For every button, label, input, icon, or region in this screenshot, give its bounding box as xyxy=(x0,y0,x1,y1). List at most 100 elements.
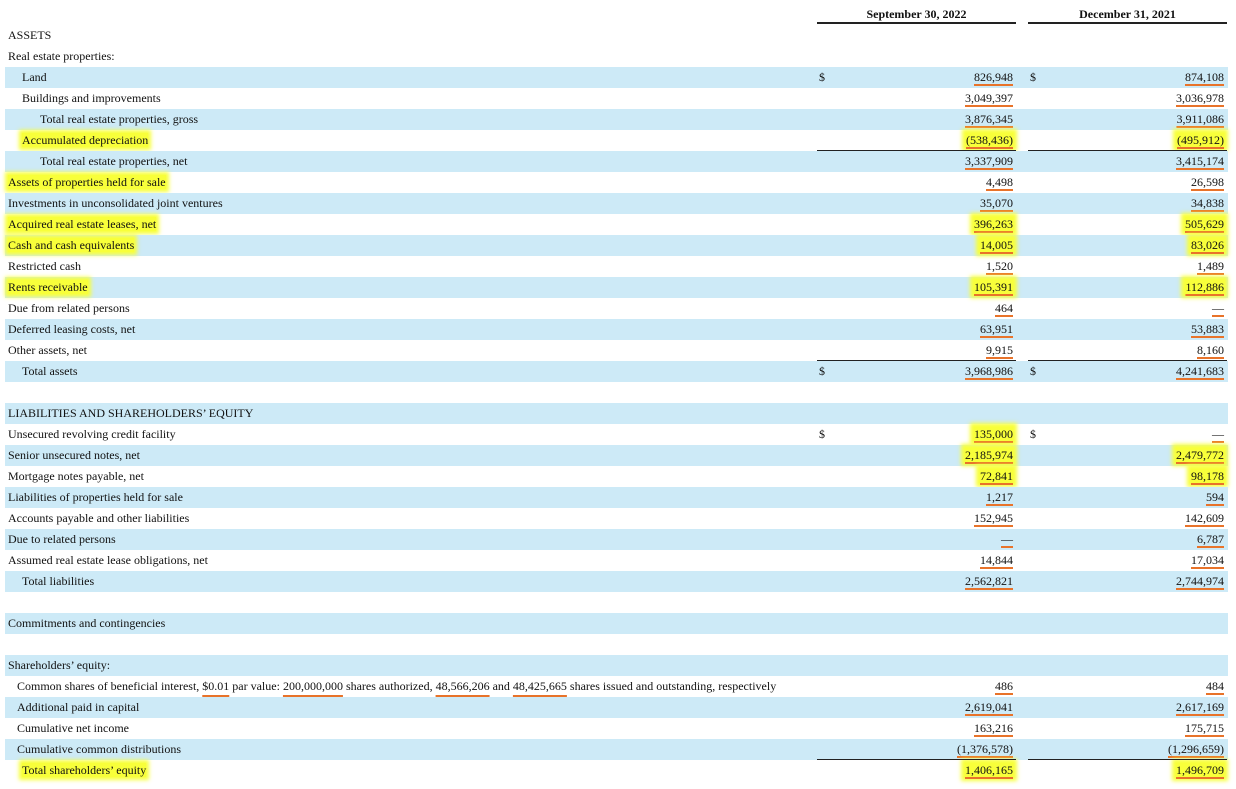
amount-text: 163,216 xyxy=(974,721,1013,735)
label-part: shares issued and outstanding, respectiv… xyxy=(566,679,777,693)
row-label: Acquired real estate leases, net xyxy=(8,214,157,235)
total-rule xyxy=(1028,150,1227,151)
row-label: Restricted cash xyxy=(8,256,81,277)
label-text: Land xyxy=(22,70,47,84)
amount-text: 98,178 xyxy=(1191,469,1224,483)
row-label: Due from related persons xyxy=(8,298,130,319)
amount-text: 486 xyxy=(995,679,1013,693)
row-label: Accumulated depreciation xyxy=(22,130,149,151)
label-text: Due from related persons xyxy=(8,301,130,315)
amount-text: 34,838 xyxy=(1191,196,1224,210)
amount: 35,070 xyxy=(817,193,1013,214)
label-text: Additional paid in capital xyxy=(17,700,140,714)
amount-text: 175,715 xyxy=(1185,721,1224,735)
amount: 163,216 xyxy=(817,718,1013,739)
amount-text: 3,049,397 xyxy=(965,91,1013,105)
amount: 594 xyxy=(1028,487,1224,508)
label-text: Accounts payable and other liabilities xyxy=(8,511,190,525)
row-label: Commitments and contingencies xyxy=(8,613,165,634)
currency-sign: $ xyxy=(819,364,825,378)
amount: 3,876,345 xyxy=(817,109,1013,130)
row-label: Cash and cash equivalents xyxy=(8,235,135,256)
row-label: Total assets xyxy=(22,361,77,382)
amount: 4,498 xyxy=(817,172,1013,193)
amount: 9,915 xyxy=(817,340,1013,361)
row-label: Assumed real estate lease obligations, n… xyxy=(8,550,208,571)
amount: 1,496,709 xyxy=(1028,760,1224,781)
currency-sign: $ xyxy=(1030,364,1036,378)
amount: 112,886 xyxy=(1028,277,1224,298)
amount-text: 484 xyxy=(1206,679,1224,693)
amount-text: (495,912) xyxy=(1177,133,1224,147)
amount-text: 8,160 xyxy=(1197,343,1224,357)
amount: 152,945 xyxy=(817,508,1013,529)
amount: 486 xyxy=(817,676,1013,697)
row-label: Liabilities of properties held for sale xyxy=(8,487,183,508)
amount: 135,000 xyxy=(817,424,1013,445)
row-label: Total real estate properties, net xyxy=(40,151,187,172)
amount: 1,406,165 xyxy=(817,760,1013,781)
amount-text: 4,241,683 xyxy=(1176,364,1224,378)
amount-text: 3,968,986 xyxy=(965,364,1013,378)
label-text: Liabilities of properties held for sale xyxy=(8,490,183,504)
row-label: Cumulative net income xyxy=(17,718,129,739)
amount: 3,337,909 xyxy=(817,151,1013,172)
amount-text: 112,886 xyxy=(1185,280,1224,294)
amount: 2,744,974 xyxy=(1028,571,1224,592)
row-label: Real estate properties: xyxy=(8,46,115,67)
label-text: Assets of properties held for sale xyxy=(8,175,166,189)
label-text: Investments in unconsolidated joint vent… xyxy=(8,196,223,210)
row-band xyxy=(5,151,1228,172)
row-band xyxy=(5,109,1228,130)
row-band xyxy=(5,613,1228,634)
row-band xyxy=(5,487,1228,508)
amount: 505,629 xyxy=(1028,214,1224,235)
amount-text: 3,415,174 xyxy=(1176,154,1224,168)
amount: (538,436) xyxy=(817,130,1013,151)
label-text: Shareholders’ equity: xyxy=(8,658,111,672)
amount-text: 874,108 xyxy=(1185,70,1224,84)
row-band xyxy=(5,67,1228,88)
amount: 464 xyxy=(817,298,1013,319)
row-label: Accounts payable and other liabilities xyxy=(8,508,189,529)
total-rule xyxy=(1028,759,1227,760)
currency-sign: $ xyxy=(819,70,825,84)
label-text: Total shareholders’ equity xyxy=(22,763,147,777)
column-header: December 31, 2021 xyxy=(1028,6,1227,24)
amount: 83,026 xyxy=(1028,235,1224,256)
amount-text: 1,489 xyxy=(1197,259,1224,273)
amount-text: 1,496,709 xyxy=(1176,763,1224,777)
amount: 98,178 xyxy=(1028,466,1224,487)
column-header: September 30, 2022 xyxy=(817,6,1016,24)
amount-text: 72,841 xyxy=(980,469,1013,483)
label-text: Restricted cash xyxy=(8,259,81,273)
amount-text: 1,217 xyxy=(986,490,1013,504)
row-label: Unsecured revolving credit facility xyxy=(8,424,176,445)
label-part: 48,425,665 xyxy=(512,679,567,693)
amount-text: 142,609 xyxy=(1185,511,1224,525)
row-band xyxy=(5,403,1228,424)
amount-text: 3,876,345 xyxy=(965,112,1013,126)
amount-text: 2,617,169 xyxy=(1176,700,1224,714)
amount: 2,562,821 xyxy=(817,571,1013,592)
row-band xyxy=(5,361,1228,382)
amount: 105,391 xyxy=(817,277,1013,298)
amount: 34,838 xyxy=(1028,193,1224,214)
row-label: Investments in unconsolidated joint vent… xyxy=(8,193,223,214)
amount-text: 1,520 xyxy=(986,259,1013,273)
row-label: Total real estate properties, gross xyxy=(40,109,198,130)
label-text: Unsecured revolving credit facility xyxy=(8,427,176,441)
amount-text: 2,562,821 xyxy=(965,574,1013,588)
amount-text: 14,844 xyxy=(980,553,1013,567)
amount: 14,844 xyxy=(817,550,1013,571)
label-text: Total real estate properties, net xyxy=(40,154,188,168)
row-label: Total liabilities xyxy=(22,571,94,592)
amount-text: 14,005 xyxy=(980,238,1013,252)
label-text: Senior unsecured notes, net xyxy=(8,448,140,462)
amount-text: 6,787 xyxy=(1197,532,1224,546)
amount: 2,619,041 xyxy=(817,697,1013,718)
amount: 72,841 xyxy=(817,466,1013,487)
label-text: Acquired real estate leases, net xyxy=(8,217,157,231)
label-text: Mortgage notes payable, net xyxy=(8,469,144,483)
